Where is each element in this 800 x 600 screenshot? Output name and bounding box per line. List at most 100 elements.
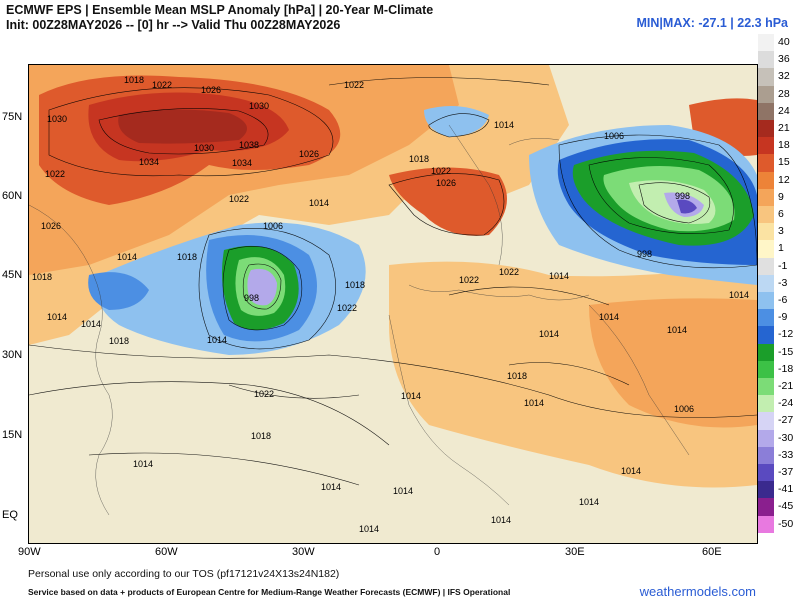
coastlines (29, 124, 690, 516)
isobar-label: 1014 (621, 466, 641, 476)
colorbar-swatch (758, 257, 774, 275)
colorbar-swatch (758, 85, 774, 103)
isobar-label: 1014 (117, 252, 137, 262)
lat-label: 15N (2, 429, 23, 441)
lat-label: 75N (2, 111, 23, 123)
colorbar-swatch (758, 343, 774, 361)
colorbar-label: 1 (778, 242, 784, 255)
isobar-label: 1014 (321, 482, 341, 492)
isobar-label: 1014 (599, 312, 619, 322)
colorbar-swatch (758, 102, 774, 120)
colorbar-label: 18 (778, 139, 790, 152)
colorbar-swatch (758, 137, 774, 155)
colorbar-label: 9 (778, 190, 784, 203)
anomaly-fill-positive-northsea (389, 167, 507, 236)
chart-title: ECMWF EPS | Ensemble Mean MSLP Anomaly [… (6, 3, 433, 33)
colorbar-label: 21 (778, 122, 790, 134)
lon-label: 30W (292, 546, 315, 558)
isobar-label: 1026 (201, 85, 221, 95)
colorbar-swatch (758, 240, 774, 258)
colorbar-swatch (758, 515, 774, 533)
colorbar-label: -15 (778, 345, 794, 358)
isobar-label: 1014 (729, 290, 749, 300)
isobar-label: 1014 (393, 486, 413, 496)
isobar-label: 1014 (47, 312, 67, 322)
isobar-label: 1018 (32, 272, 52, 282)
colorbar-swatch (758, 498, 774, 516)
colorbar-swatch (758, 120, 774, 138)
isobar-label: 1030 (194, 143, 214, 153)
anomaly-fill-negative-norwegian (424, 106, 489, 137)
colorbar-swatch (758, 446, 774, 464)
anomaly-fill-positive-middle-east (589, 298, 757, 428)
colorbar-swatch (758, 309, 774, 327)
colorbar-swatch (758, 378, 774, 396)
title-line-2: Init: 00Z28MAY2026 -- [0] hr --> Valid T… (6, 18, 341, 32)
isobar-label: 1034 (139, 157, 159, 167)
colorbar-swatch (758, 274, 774, 292)
isobar-label: 1018 (177, 252, 197, 262)
isobar-label: 1018 (507, 371, 527, 381)
colorbar-label: 28 (778, 87, 790, 100)
isobar-label: 1018 (251, 431, 271, 441)
isobar-label: 1022 (459, 275, 479, 285)
lat-label: 30N (2, 349, 23, 361)
colorbar-label: 3 (778, 225, 784, 238)
lon-label: 90W (18, 546, 41, 558)
isobar-label: 1022 (152, 80, 172, 90)
tos-notice: Personal use only according to our TOS (… (28, 568, 340, 580)
colorbar-label: -3 (778, 276, 788, 289)
lon-label: 60W (155, 546, 178, 558)
colorbar-swatch (758, 395, 774, 413)
colorbar-label: 40 (778, 36, 790, 48)
isobar-label: 998 (637, 249, 652, 259)
isobar-label: 1022 (431, 166, 451, 176)
colorbar-label: -21 (778, 380, 794, 392)
isobar-label: 1014 (359, 524, 379, 534)
isobar-label: 1014 (549, 271, 569, 281)
isobar-label: 998 (675, 191, 690, 201)
isobar-label: 1014 (401, 391, 421, 401)
isobar-label: 1006 (674, 404, 694, 414)
isobar-label: 1014 (539, 329, 559, 339)
isobar-label: 1014 (133, 459, 153, 469)
isobar-label: 1014 (579, 497, 599, 507)
colorbar-swatch (758, 171, 774, 189)
isobar-label: 1018 (109, 336, 129, 346)
isobar-label: 1026 (299, 149, 319, 159)
anomaly-map: 1018 1022 1026 1030 1030 1038 1034 1030 … (28, 64, 758, 544)
isobar-label: 1022 (254, 389, 274, 399)
isobar-label: 1026 (436, 178, 456, 188)
colorbar-label: -12 (778, 328, 794, 341)
anomaly-fill-negative-west (88, 272, 149, 310)
title-line-1: ECMWF EPS | Ensemble Mean MSLP Anomaly [… (6, 3, 434, 17)
lon-label: 0 (434, 546, 441, 558)
brand-link[interactable]: weathermodels.com (639, 584, 756, 599)
isobar-label: 1018 (345, 280, 365, 290)
isobar-label: 1006 (604, 131, 624, 141)
colorbar-label: -41 (778, 483, 794, 496)
colorbar-swatch (758, 68, 774, 86)
anomaly-fill-negative-atlantic-peak (247, 268, 277, 306)
colorbar-swatch (758, 206, 774, 224)
colorbar-swatch (758, 360, 774, 378)
colorbar-label: 6 (778, 208, 784, 220)
colorbar-label: -33 (778, 448, 794, 461)
colorbar (758, 34, 774, 533)
colorbar-swatch (758, 412, 774, 430)
isobar-label: 1014 (309, 198, 329, 208)
isobar-label: 1014 (524, 398, 544, 408)
isobar-label: 1014 (491, 515, 511, 525)
isobar-label: 1014 (494, 120, 514, 130)
colorbar-label: -37 (778, 466, 794, 478)
colorbar-swatch (758, 292, 774, 310)
colorbar-label: -6 (778, 294, 788, 306)
colorbar-swatch (758, 429, 774, 447)
isobar-labels: 1018 1022 1026 1030 1030 1038 1034 1030 … (32, 75, 749, 534)
map-svg: 1018 1022 1026 1030 1030 1038 1034 1030 … (29, 65, 757, 543)
colorbar-label: -30 (778, 431, 794, 444)
colorbar-swatch (758, 223, 774, 241)
colorbar-label: -24 (778, 397, 794, 410)
isobar-label: 998 (244, 293, 259, 303)
isobar-label: 1030 (47, 114, 67, 124)
